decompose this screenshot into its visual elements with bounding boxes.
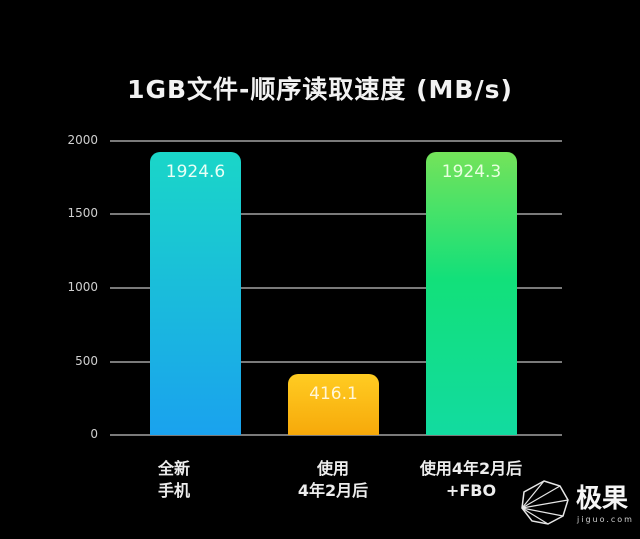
ytick-500: 500: [75, 354, 98, 368]
x-label-after-4y2m: 使用 4年2月后: [273, 458, 393, 502]
x-label-line: 手机: [158, 481, 191, 500]
gridline-2000: [110, 140, 562, 142]
watermark-url: jiguo.com: [577, 515, 634, 524]
watermark-brand: 极果: [576, 484, 629, 514]
chart-title: 1GB文件-顺序读取速度 (MB/s): [127, 75, 513, 104]
x-label-line: 使用4年2月后: [419, 459, 523, 478]
bar-value-label: 1924.6: [165, 162, 226, 182]
watermark-logo: 极果 jiguo.com: [516, 478, 640, 528]
gridline-1500: [110, 213, 562, 215]
ytick-1500: 1500: [67, 206, 98, 220]
ytick-1000: 1000: [67, 280, 98, 294]
ytick-0: 0: [90, 427, 98, 441]
bar-value-label: 1924.3: [441, 162, 502, 182]
bar-value-label: 416.1: [309, 384, 358, 404]
x-label-new-phone: 全新 手机: [158, 458, 218, 502]
gridline-1000: [110, 287, 562, 289]
jiguo-logo-icon: [521, 480, 569, 525]
x-label-line: 全新: [158, 459, 191, 478]
gridline-0: [110, 434, 562, 436]
x-label-line: 4年2月后: [297, 481, 369, 500]
bar-after-4y2m-fbo: 1924.3: [426, 152, 517, 435]
ytick-2000: 2000: [67, 133, 98, 147]
x-label-line: +FBO: [445, 481, 497, 500]
gridline-500: [110, 361, 562, 363]
x-label-line: 使用: [316, 459, 349, 478]
bar-after-4y2m: 416.1: [288, 374, 379, 435]
bar-new-phone: 1924.6: [150, 152, 241, 435]
x-label-after-4y2m-fbo: 使用4年2月后 +FBO: [406, 458, 536, 502]
